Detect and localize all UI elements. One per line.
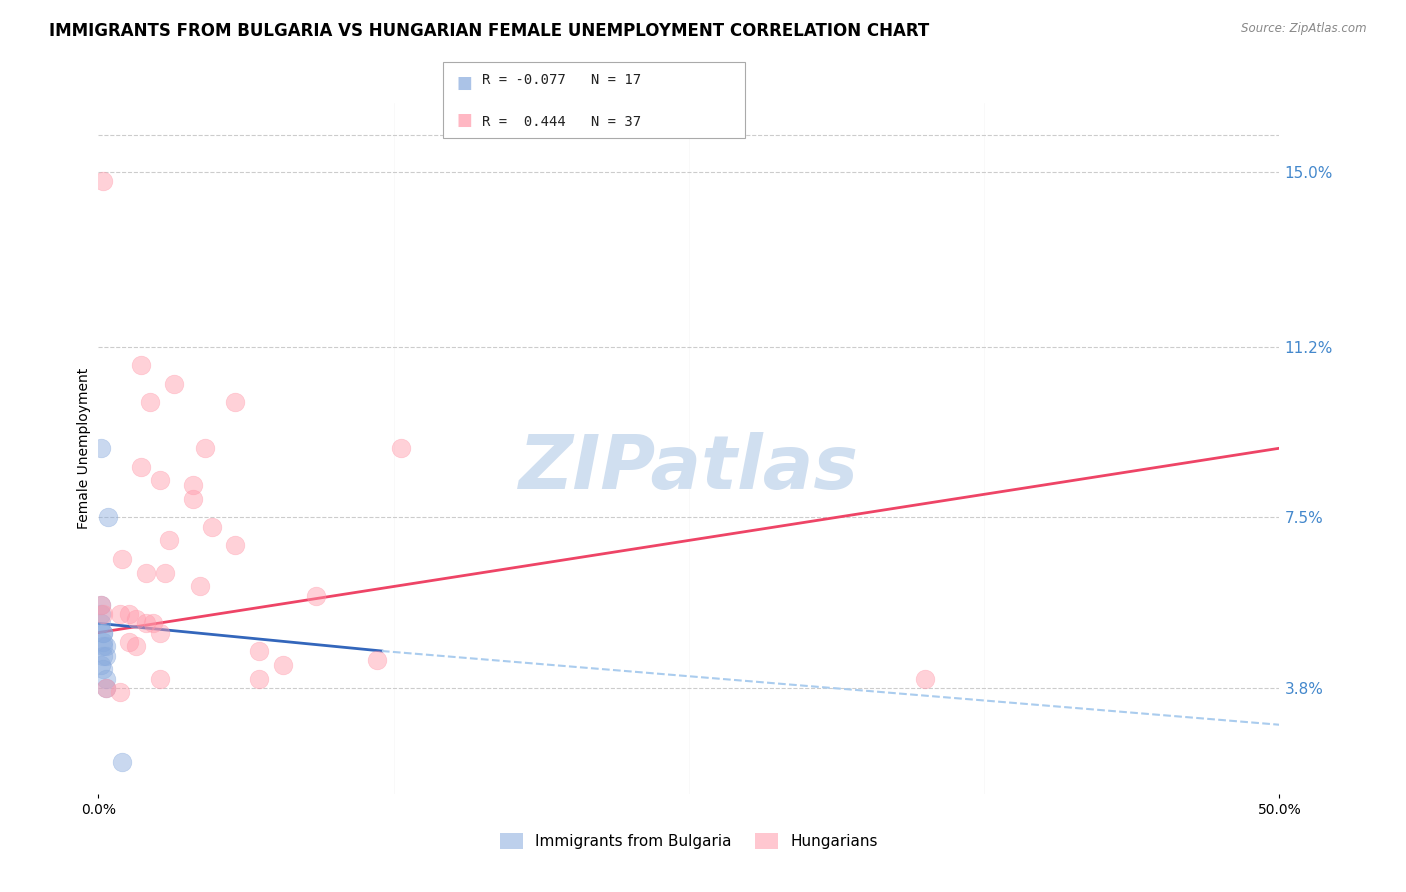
Point [125, 640, 148, 654]
Point [201, 519, 224, 533]
Legend: Immigrants from Bulgaria, Hungarians: Immigrants from Bulgaria, Hungarians [495, 827, 883, 855]
Point [389, 442, 412, 456]
Point [157, 533, 180, 548]
Point [224, 538, 246, 552]
Point [91, 648, 114, 663]
Point [153, 566, 176, 580]
Text: IMMIGRANTS FROM BULGARIA VS HUNGARIAN FEMALE UNEMPLOYMENT CORRELATION CHART: IMMIGRANTS FROM BULGARIA VS HUNGARIAN FE… [49, 22, 929, 40]
Point [247, 672, 270, 686]
Point [188, 580, 211, 594]
Point [366, 653, 388, 667]
Point [181, 478, 204, 492]
Point [90, 598, 112, 612]
Point [149, 474, 172, 488]
Point [94, 640, 117, 654]
Point [91, 625, 114, 640]
Point [90, 657, 112, 672]
Point [94, 681, 117, 695]
Point [139, 395, 162, 409]
Point [118, 635, 141, 649]
Point [914, 672, 936, 686]
Point [135, 616, 157, 631]
Point [247, 644, 270, 658]
Point [181, 491, 204, 506]
Point [91, 607, 114, 622]
Point [91, 174, 114, 188]
Point [94, 672, 117, 686]
Point [94, 648, 117, 663]
Point [271, 657, 294, 672]
Point [194, 442, 217, 456]
Point [90, 616, 112, 631]
Point [111, 551, 134, 566]
Text: R = -0.077   N = 17: R = -0.077 N = 17 [482, 73, 641, 87]
Point [163, 376, 186, 391]
Point [149, 625, 172, 640]
Point [129, 359, 152, 373]
Point [90, 607, 112, 622]
Point [108, 607, 131, 622]
Point [108, 685, 131, 699]
Text: ■: ■ [457, 112, 472, 129]
Text: R =  0.444   N = 37: R = 0.444 N = 37 [482, 115, 641, 129]
Point [90, 598, 112, 612]
Point [97, 510, 120, 524]
Text: ■: ■ [457, 74, 472, 92]
Y-axis label: Female Unemployment: Female Unemployment [77, 368, 91, 529]
Point [118, 607, 141, 622]
Point [224, 395, 246, 409]
Point [149, 672, 172, 686]
Point [91, 640, 114, 654]
Text: Source: ZipAtlas.com: Source: ZipAtlas.com [1241, 22, 1367, 36]
Text: ZIPatlas: ZIPatlas [519, 433, 859, 506]
Point [90, 442, 112, 456]
Point [305, 589, 328, 603]
Point [125, 612, 148, 626]
Point [91, 662, 114, 677]
Point [91, 635, 114, 649]
Point [142, 616, 165, 631]
Point [91, 625, 114, 640]
Point [94, 681, 117, 695]
Point [129, 459, 152, 474]
Point [111, 755, 134, 769]
Point [135, 566, 157, 580]
